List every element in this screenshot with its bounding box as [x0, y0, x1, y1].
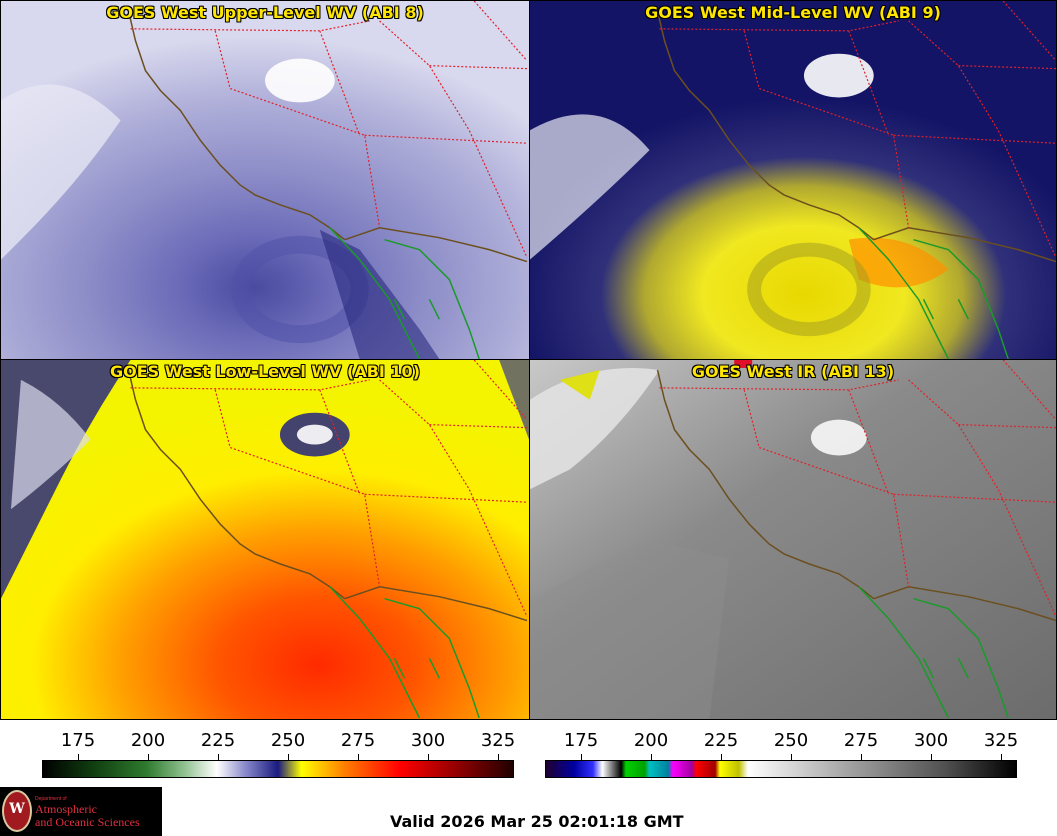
tick-label: 250 — [270, 730, 306, 751]
tick-label: 175 — [60, 730, 96, 751]
logo-line1: Atmospheric — [35, 802, 97, 816]
tick-label: 225 — [200, 730, 236, 751]
tick-label: 275 — [340, 730, 376, 751]
panel-ir: GOES West IR (ABI 13) — [529, 359, 1057, 720]
tick-label: 225 — [703, 730, 739, 751]
panel-mid-level-wv: GOES West Mid-Level WV (ABI 9) — [529, 0, 1057, 360]
valid-time: Valid 2026 Mar 25 02:01:18 GMT — [390, 812, 684, 831]
low-level-wv-image — [1, 360, 529, 719]
panel-title: GOES West Low-Level WV (ABI 10) — [109, 362, 420, 381]
tick-label: 200 — [130, 730, 166, 751]
tick-label: 300 — [410, 730, 446, 751]
panel-title: GOES West IR (ABI 13) — [691, 362, 895, 381]
panel-upper-level-wv: GOES West Upper-Level WV (ABI 8) — [0, 0, 530, 360]
uw-seal-icon: W — [2, 790, 32, 832]
logo-line2: and Oceanic Sciences — [35, 815, 140, 829]
tick-label: 175 — [563, 730, 599, 751]
ir-image — [530, 360, 1056, 719]
tick-label: 275 — [843, 730, 879, 751]
colorbar-wv — [42, 760, 514, 778]
panel-title: GOES West Mid-Level WV (ABI 9) — [645, 3, 941, 22]
tick-label: 250 — [773, 730, 809, 751]
logo-department: Department of — [35, 796, 67, 802]
mid-level-wv-image — [530, 1, 1056, 359]
tick-label: 300 — [913, 730, 949, 751]
tick-label: 325 — [983, 730, 1019, 751]
panel-title: GOES West Upper-Level WV (ABI 8) — [106, 3, 424, 22]
upper-level-wv-image — [1, 1, 529, 359]
colorbar-ir — [545, 760, 1017, 778]
panel-low-level-wv: GOES West Low-Level WV (ABI 10) — [0, 359, 530, 720]
aos-logo: W Department of Atmospheric and Oceanic … — [0, 787, 162, 836]
tick-label: 325 — [480, 730, 516, 751]
tick-label: 200 — [633, 730, 669, 751]
